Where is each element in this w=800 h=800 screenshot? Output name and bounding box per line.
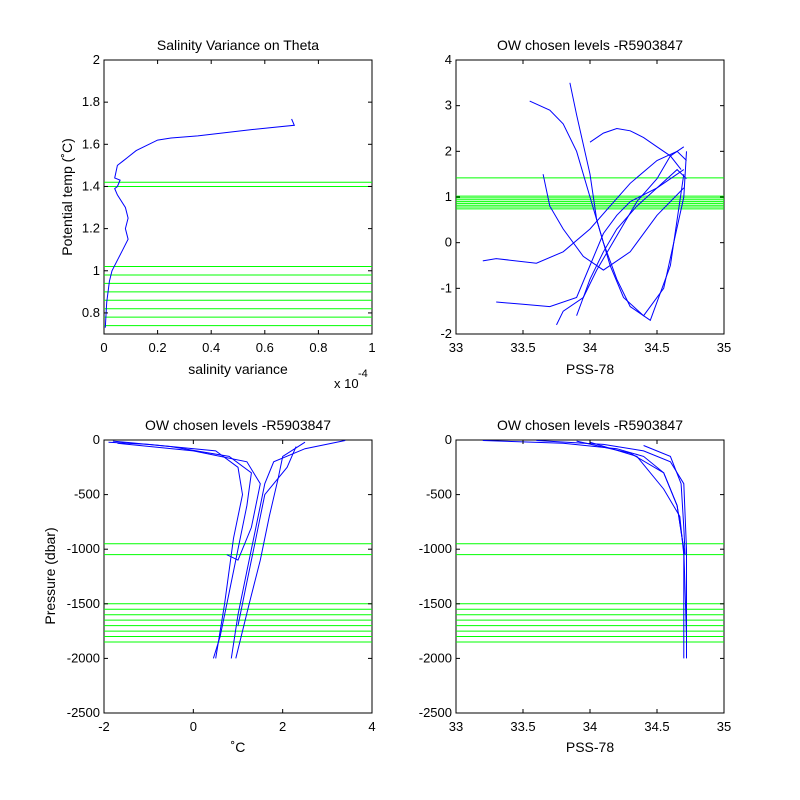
profile-line (237, 446, 297, 626)
x-tick-label: 33.5 (510, 719, 535, 734)
y-tick-label: -1000 (419, 541, 452, 556)
y-tick-label: -2000 (67, 650, 100, 665)
x-tick-label: 33 (449, 340, 463, 355)
y-tick-label: -1000 (67, 541, 100, 556)
axes-frame (103, 59, 373, 335)
y-tick-label: -500 (426, 487, 452, 502)
chart-title: OW chosen levels -R5903847 (497, 417, 683, 433)
y-ticks: 0.8 1 1.2 1.4 1.6 1.8 2 (82, 52, 372, 320)
y-tick-label: -2 (440, 326, 452, 341)
chosen-level-lines (104, 181, 372, 327)
y-tick-label: 2 (93, 52, 100, 67)
x-ticks: 0 0.2 0.4 0.6 0.8 1 (100, 60, 376, 355)
y-tick-label: 3 (445, 98, 452, 113)
temperature-pressure-panel: -2 0 2 4 -2500 -2000 -1500 -1000 -500 0 OW chose… (42, 417, 376, 755)
profile-line (556, 146, 685, 326)
x-tick-label: 34.5 (644, 719, 669, 734)
profile-line (576, 168, 687, 316)
profile-line (230, 440, 346, 659)
x-tick-label: 34 (583, 719, 597, 734)
y-tick-label: -1 (440, 280, 452, 295)
y-tick-label: 0 (445, 235, 452, 250)
data-series-group (104, 118, 296, 328)
x-tick-label: 1 (368, 340, 375, 355)
chart-title: Salinity Variance on Theta (157, 37, 319, 53)
y-tick-label: 0.8 (82, 305, 100, 320)
y-tick-label: -1500 (67, 596, 100, 611)
x-multiplier-exponent: -4 (358, 368, 368, 380)
profile-line (112, 440, 252, 659)
y-tick-label: -2500 (67, 705, 100, 720)
y-tick-label: 2 (445, 143, 452, 158)
y-tick-label: 1.8 (82, 94, 100, 109)
x-tick-label: 34.5 (644, 340, 669, 355)
y-tick-label: 1.2 (82, 221, 100, 236)
profile-line (576, 440, 687, 637)
y-tick-label: 1.4 (82, 178, 100, 193)
x-axis-label: PSS-78 (566, 739, 614, 755)
y-tick-label: 0 (445, 432, 452, 447)
x-tick-label: 33 (449, 719, 463, 734)
chart-title: OW chosen levels -R5903847 (145, 417, 331, 433)
salinity-pressure-panel: 33 33.5 34 34.5 35 -2500 -2000 -1500 -1000 -500 0… (419, 417, 731, 755)
x-tick-label: 4 (368, 719, 375, 734)
y-tick-label: -500 (74, 487, 100, 502)
x-tick-label: -2 (98, 719, 110, 734)
chart-title: OW chosen levels -R5903847 (497, 37, 683, 53)
y-ticks: -2 -1 0 1 2 3 4 (440, 52, 724, 341)
profile-line (117, 442, 261, 561)
x-tick-label: 0.6 (256, 340, 274, 355)
x-tick-label: 35 (717, 340, 731, 355)
x-tick-label: 0.4 (202, 340, 220, 355)
y-tick-label: -2500 (419, 705, 452, 720)
y-axis-label: Pressure (dbar) (42, 527, 58, 624)
profile-line (108, 441, 244, 659)
x-ticks: 33 33.5 34 34.5 35 (449, 440, 731, 734)
x-tick-label: 0.2 (149, 340, 167, 355)
x-ticks: 33 33.5 34 34.5 35 (449, 60, 731, 355)
x-tick-label: 33.5 (510, 340, 535, 355)
profile-line (496, 169, 685, 308)
y-tick-label: -2000 (419, 650, 452, 665)
axes-frame (455, 439, 725, 714)
x-axis-label: ˚C (231, 739, 246, 755)
axes-frame (103, 439, 373, 714)
profile-line (569, 82, 687, 317)
y-tick-label: 1 (445, 189, 452, 204)
y-tick-label: -1500 (419, 596, 452, 611)
profile-line (643, 445, 686, 555)
profile-line (536, 440, 687, 659)
salinity-variance-panel: 0 0.2 0.4 0.6 0.8 1 0.8 1 1.2 1.4 1.6 1.8 2 Salinit… (59, 37, 376, 391)
data-series-group (108, 440, 346, 659)
profile-line (104, 118, 296, 328)
profile-line (589, 127, 682, 170)
y-axis-label: Potential temp (˚C) (59, 138, 75, 255)
data-series-group (482, 82, 687, 326)
profile-line (542, 174, 685, 271)
x-tick-label: 34 (583, 340, 597, 355)
y-tick-label: 1 (93, 263, 100, 278)
x-tick-label: 35 (717, 719, 731, 734)
x-tick-label: 2 (279, 719, 286, 734)
x-multiplier-label: x 10 (334, 376, 359, 391)
profile-line (235, 441, 306, 659)
y-tick-label: 4 (445, 52, 452, 67)
y-ticks: -2500 -2000 -1500 -1000 -500 0 (67, 432, 372, 720)
y-ticks: -2500 -2000 -1500 -1000 -500 0 (419, 432, 724, 720)
chosen-level-lines (456, 543, 724, 643)
x-tick-label: 0 (190, 719, 197, 734)
x-tick-label: 0 (100, 340, 107, 355)
data-series-group (482, 440, 687, 659)
x-ticks: -2 0 2 4 (98, 440, 376, 734)
profile-line (589, 441, 685, 555)
profile-line (482, 150, 687, 264)
y-tick-label: 0 (93, 432, 100, 447)
y-tick-label: 1.6 (82, 136, 100, 151)
x-tick-label: 0.8 (309, 340, 327, 355)
x-axis-label: PSS-78 (566, 361, 614, 377)
x-axis-label: salinity variance (188, 361, 288, 377)
